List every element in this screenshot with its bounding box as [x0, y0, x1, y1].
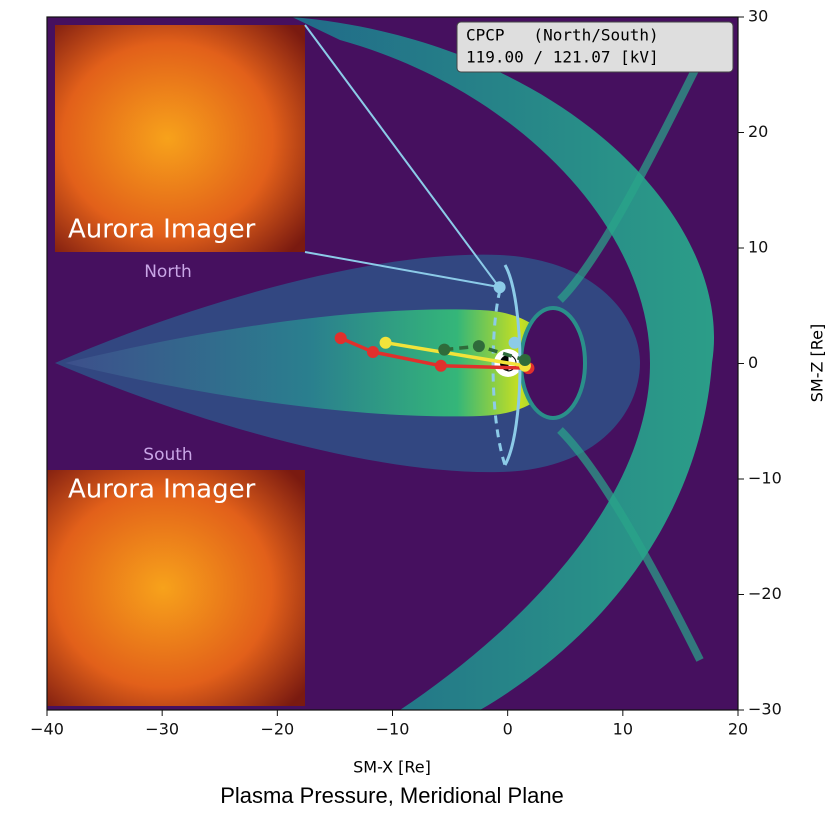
south-inset: Aurora Imager South: [47, 445, 305, 706]
spacecraft-point: [435, 360, 447, 372]
y-tick-label: 10: [748, 238, 768, 257]
spacecraft-point: [473, 340, 485, 352]
inset-title: North: [144, 262, 192, 282]
x-tick-label: 20: [728, 720, 748, 739]
x-tick-label: 0: [503, 720, 513, 739]
inset-label: Aurora Imager: [68, 215, 256, 245]
annotation: 119.00 / 121.07 [kV]: [466, 48, 659, 67]
inset-title: South: [143, 445, 192, 465]
y-tick-label: 20: [748, 122, 768, 141]
y-tick-label: −10: [748, 469, 782, 488]
cpcp-box: CPCP (North/South) 119.00 / 121.07 [kV]: [457, 22, 733, 72]
figure: Aurora Imager North Aurora Imager South …: [0, 0, 838, 811]
aurora-image: [47, 470, 305, 706]
x-tick-label: −10: [376, 720, 410, 739]
x-tick-label: −30: [145, 720, 179, 739]
spacecraft-point: [519, 354, 531, 366]
chart-title: Plasma Pressure, Meridional Plane: [220, 783, 564, 808]
annotation: CPCP (North/South): [466, 26, 659, 45]
y-tick-label: 30: [748, 7, 768, 26]
x-tick-label: 10: [613, 720, 633, 739]
spacecraft-point: [335, 332, 347, 344]
inset-label: Aurora Imager: [68, 475, 256, 505]
spacecraft-point: [494, 281, 506, 293]
x-axis-label: SM-X [Re]: [353, 758, 431, 777]
x-tick-label: −40: [30, 720, 64, 739]
y-axis-label: SM-Z [Re]: [808, 324, 827, 403]
spacecraft-point: [509, 337, 521, 349]
spacecraft-point: [438, 344, 450, 356]
y-tick-label: −20: [748, 584, 782, 603]
y-tick-label: 0: [748, 353, 758, 372]
x-tick-label: −20: [260, 720, 294, 739]
y-tick-label: −30: [748, 700, 782, 719]
spacecraft-point: [380, 337, 392, 349]
spacecraft-point: [367, 346, 379, 358]
